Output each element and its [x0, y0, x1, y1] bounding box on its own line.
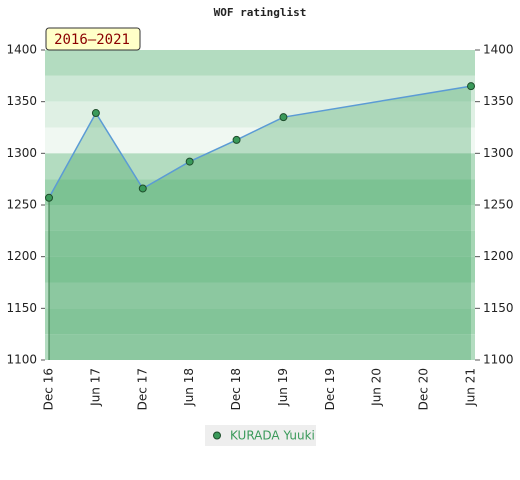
y-tick-label: 1200 — [6, 249, 37, 263]
band — [45, 179, 475, 205]
band — [45, 308, 475, 335]
point — [232, 135, 241, 144]
y-tick-label: 1400 — [6, 43, 37, 57]
badge-box — [45, 27, 141, 51]
y-tick-label: 1250 — [6, 198, 37, 212]
y2-tick-label: 1350 — [483, 94, 514, 108]
band — [45, 153, 475, 180]
point — [279, 113, 288, 122]
x-tick-label: Jun 20 — [370, 368, 384, 407]
x-tick-label: Jun 21 — [464, 368, 478, 407]
band — [45, 230, 475, 257]
legend-label: KURADA Yuuki — [230, 429, 315, 443]
band — [45, 205, 475, 231]
y-tick-label: 1300 — [6, 146, 37, 160]
y2-tick-label: 1250 — [483, 198, 514, 212]
chart-title: WOF ratinglist — [214, 6, 307, 19]
y-tick-label: 1150 — [6, 301, 37, 315]
y-tick-label: 1100 — [6, 353, 37, 367]
x-tick-label: Dec 18 — [229, 368, 243, 410]
y2-tick-label: 1200 — [483, 249, 514, 263]
point — [91, 109, 100, 118]
background-bands — [45, 50, 475, 360]
band — [45, 334, 475, 360]
point — [185, 157, 194, 166]
y2-tick-label: 1100 — [483, 353, 514, 367]
x-tick-label: Jun 19 — [276, 368, 290, 407]
legend-box — [205, 425, 316, 446]
x-tick-label: Dec 20 — [417, 368, 431, 410]
x-tick-label: Jun 18 — [182, 368, 196, 407]
band — [45, 101, 475, 128]
x-tick-label: Dec 16 — [42, 368, 56, 410]
band — [45, 282, 475, 309]
x-tick-label: Dec 17 — [135, 368, 149, 410]
legend-marker — [213, 431, 221, 440]
band — [45, 50, 475, 76]
x-tick-label: Jun 17 — [88, 368, 102, 407]
y-tick-label: 1350 — [6, 94, 37, 108]
y2-tick-label: 1400 — [483, 43, 514, 57]
badge-text: 2016–2021 — [54, 32, 130, 48]
x-tick-label: Dec 19 — [323, 368, 337, 410]
y2-tick-label: 1300 — [483, 146, 514, 160]
point — [138, 184, 147, 193]
area — [49, 86, 471, 361]
band — [45, 256, 475, 283]
y2-tick-label: 1150 — [483, 301, 514, 315]
point — [467, 82, 475, 91]
point — [45, 193, 53, 202]
band — [45, 127, 475, 154]
plot: 1100 1150 1200 1250 1300 1350 1400 1100 1150 1200… — [6, 43, 513, 411]
